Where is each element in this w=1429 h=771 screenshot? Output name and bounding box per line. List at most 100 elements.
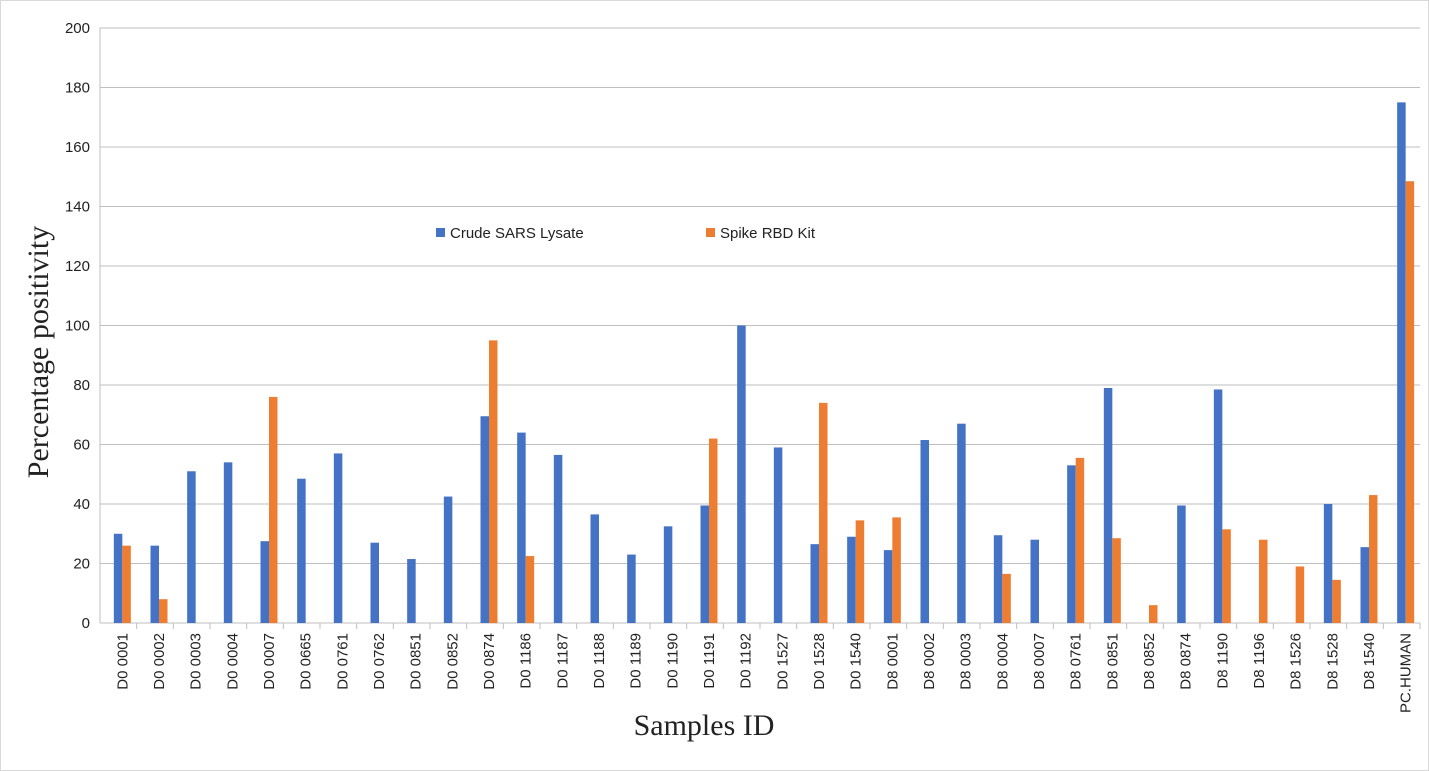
bar xyxy=(489,340,498,623)
x-tick-label: D8 0874 xyxy=(1178,633,1195,690)
bar xyxy=(297,478,306,623)
bar xyxy=(525,556,535,623)
x-tick-label: D8 1190 xyxy=(1214,633,1231,689)
bar xyxy=(553,454,563,623)
bar xyxy=(1002,573,1011,623)
x-tick-label: D0 1192 xyxy=(738,633,755,689)
x-tick-label: D0 0851 xyxy=(408,633,425,690)
legend-swatch xyxy=(706,228,715,237)
x-tick-label: D0 0007 xyxy=(261,633,278,690)
x-tick-label: D8 0003 xyxy=(958,633,975,690)
x-tick-label: D8 0761 xyxy=(1068,633,1085,690)
bar xyxy=(883,550,893,623)
bar xyxy=(700,505,709,623)
bar xyxy=(260,541,269,623)
x-tick-label: D0 1527 xyxy=(774,633,791,690)
bar xyxy=(892,517,901,623)
x-tick-label: D8 0004 xyxy=(994,633,1011,690)
bar xyxy=(709,438,718,623)
bar xyxy=(1103,387,1113,623)
legend-swatch xyxy=(436,228,445,237)
bar xyxy=(1397,102,1406,623)
y-tick-label: 60 xyxy=(73,437,90,454)
bar xyxy=(1295,566,1305,623)
y-tick-label: 140 xyxy=(65,199,90,216)
bar xyxy=(1332,579,1341,623)
bar xyxy=(1177,505,1186,623)
x-tick-label: D0 1528 xyxy=(811,633,828,690)
bar xyxy=(590,514,599,623)
y-tick-label: 80 xyxy=(73,377,90,394)
x-tick-label: D0 0852 xyxy=(444,633,461,690)
x-tick-label: D8 0002 xyxy=(921,633,938,690)
x-tick-label: D8 0851 xyxy=(1104,633,1121,690)
bar xyxy=(1112,538,1121,623)
x-tick-label: D0 1187 xyxy=(554,633,571,689)
x-tick-label: D8 1196 xyxy=(1251,633,1268,689)
bar xyxy=(773,447,783,623)
y-tick-label: 0 xyxy=(82,615,90,632)
x-tick-label: D0 0002 xyxy=(151,633,168,690)
bar xyxy=(370,542,379,623)
bar xyxy=(122,545,131,623)
legend-label: Crude SARS Lysate xyxy=(450,225,584,242)
bar xyxy=(1075,457,1085,623)
bar xyxy=(1222,529,1231,623)
x-tick-label: D0 1191 xyxy=(701,633,718,689)
bar xyxy=(1067,465,1076,623)
bar xyxy=(1149,605,1158,623)
y-tick-label: 40 xyxy=(73,496,90,513)
y-tick-label: 20 xyxy=(73,556,90,573)
x-tick-label: D0 0761 xyxy=(334,633,351,690)
bar xyxy=(223,462,233,623)
y-tick-label: 120 xyxy=(65,258,90,275)
x-tick-label: D8 1528 xyxy=(1324,633,1341,690)
x-tick-label: PC.HUMAN xyxy=(1398,633,1415,713)
bar xyxy=(517,432,526,623)
legend-label: Spike RBD Kit xyxy=(720,225,816,242)
bar xyxy=(269,396,278,623)
x-tick-label: D8 0007 xyxy=(1031,633,1048,690)
x-tick-label: D0 0003 xyxy=(188,633,205,690)
bar xyxy=(187,471,196,623)
y-tick-label: 180 xyxy=(65,80,90,97)
bar xyxy=(855,520,865,623)
bar xyxy=(847,536,856,623)
bar xyxy=(1259,539,1268,623)
bar xyxy=(1360,547,1369,623)
bar xyxy=(993,535,1003,623)
bar xyxy=(663,526,673,623)
bar xyxy=(407,559,416,623)
y-axis-title: Percentage positivity xyxy=(22,226,55,478)
x-tick-label: D8 1526 xyxy=(1288,633,1305,690)
x-tick-label: D0 0762 xyxy=(371,633,388,690)
bar xyxy=(1030,539,1039,623)
bar xyxy=(1323,504,1333,623)
y-tick-label: 160 xyxy=(65,139,90,156)
x-tick-label: D8 0852 xyxy=(1141,633,1158,690)
bar xyxy=(737,325,746,623)
bar xyxy=(819,402,828,623)
x-tick-label: D0 1189 xyxy=(628,633,645,689)
bar xyxy=(810,544,819,623)
x-tick-label: D0 1540 xyxy=(848,633,865,690)
bar xyxy=(113,533,123,623)
x-tick-label: D0 1188 xyxy=(591,633,608,689)
x-tick-label: D8 0001 xyxy=(884,633,901,690)
bar xyxy=(1213,389,1223,623)
bar xyxy=(957,423,966,623)
x-axis-title: Samples ID xyxy=(634,709,775,742)
bar xyxy=(443,496,453,623)
x-tick-label: D0 1186 xyxy=(518,633,535,689)
bar xyxy=(920,440,929,623)
x-tick-label: D0 0004 xyxy=(224,633,241,690)
bar xyxy=(159,599,168,623)
x-tick-label: D0 1190 xyxy=(664,633,681,689)
x-tick-label: D0 0665 xyxy=(298,633,315,690)
x-tick-label: D0 0001 xyxy=(114,633,131,690)
x-tick-label: D8 1540 xyxy=(1361,633,1378,690)
bar xyxy=(333,453,343,623)
bar xyxy=(1369,495,1378,623)
bar xyxy=(480,416,489,623)
